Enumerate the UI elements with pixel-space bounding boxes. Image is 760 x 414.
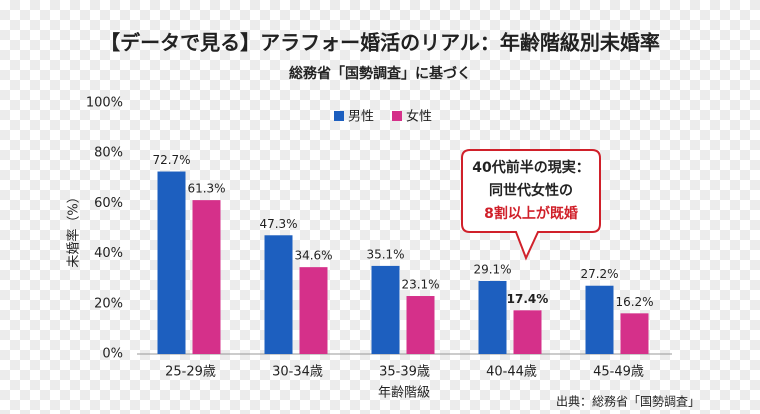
value-label: 16.2% [615, 295, 653, 309]
bar [299, 267, 328, 354]
source: 出典：総務省「国勢調査」 [556, 394, 700, 409]
callout-text: 40代前半の現実： [472, 159, 589, 176]
bar [585, 285, 614, 354]
value-label: 72.7% [152, 153, 190, 167]
value-label: 29.1% [473, 262, 511, 276]
y-tick-label: 0% [102, 347, 123, 362]
value-label: 34.6% [294, 249, 332, 263]
bar [192, 200, 221, 354]
x-axis-label: 年齢階級 [378, 386, 430, 401]
bar [157, 171, 186, 354]
y-tick-label: 80% [94, 146, 123, 161]
legend-label: 女性 [406, 109, 432, 125]
y-tick-label: 60% [94, 196, 123, 211]
legend-label: 男性 [348, 110, 374, 125]
bar [371, 265, 400, 354]
value-label: 47.3% [259, 217, 297, 231]
y-tick-label: 40% [94, 246, 123, 261]
callout-text: 同世代女性の [489, 182, 573, 199]
value-label: 23.1% [401, 278, 439, 292]
value-label: 17.4% [507, 292, 549, 306]
legend-swatch [392, 111, 402, 121]
x-tick-label: 40-44歳 [486, 365, 537, 380]
y-axis-label: 未婚率（%） [66, 190, 82, 267]
callout-text: 8割以上が既婚 [484, 205, 578, 222]
bar [264, 235, 293, 354]
bar [478, 280, 507, 354]
x-tick-label: 45-49歳 [593, 365, 644, 380]
bar [406, 296, 435, 354]
x-tick-label: 35-39歳 [379, 365, 430, 380]
bar [620, 313, 649, 354]
legend-swatch [334, 111, 344, 121]
bar [513, 310, 542, 354]
x-tick-label: 25-29歳 [165, 365, 216, 380]
y-tick-label: 100% [86, 96, 123, 111]
x-tick-label: 30-34歳 [272, 365, 323, 380]
chart-title: 【データで見る】アラフォー婚活のリアル：年齢階級別未婚率 [100, 31, 660, 55]
chart-subtitle: 総務省「国勢調査」に基づく [289, 65, 471, 82]
callout-bubble [461, 149, 601, 261]
value-label: 35.1% [366, 247, 404, 261]
value-label: 61.3% [187, 182, 225, 196]
value-label: 27.2% [580, 267, 618, 281]
y-tick-label: 20% [94, 296, 123, 311]
